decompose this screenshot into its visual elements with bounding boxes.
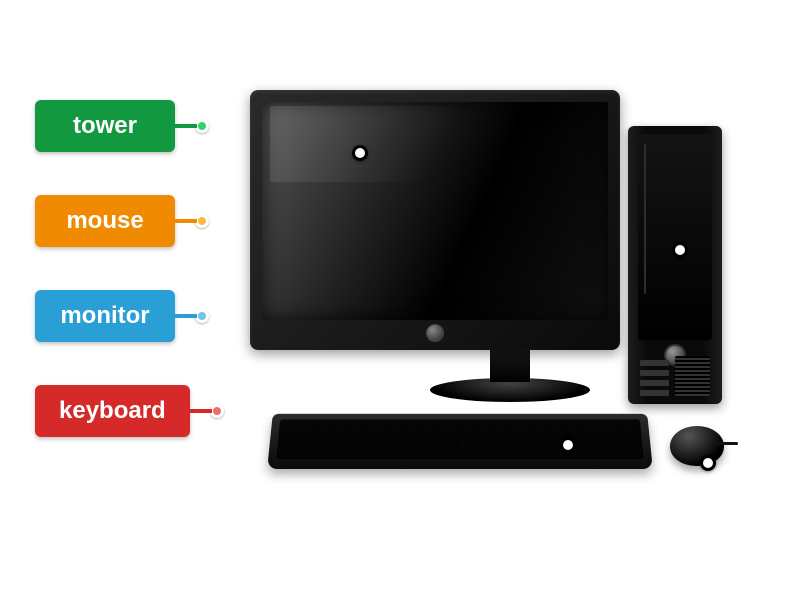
- label-tower[interactable]: tower: [35, 100, 209, 152]
- label-body: tower: [35, 100, 175, 152]
- label-mouse[interactable]: mouse: [35, 195, 209, 247]
- drop-pin-keyboard[interactable]: [560, 437, 576, 453]
- mouse-shape: [670, 426, 724, 466]
- computer-illustration: [250, 90, 770, 520]
- drop-pin-monitor[interactable]: [352, 145, 368, 161]
- tower-stripe-shape: [644, 144, 646, 294]
- drop-pin-mouse[interactable]: [700, 455, 716, 471]
- label-pin-icon: [195, 309, 209, 323]
- labeling-canvas: tower mouse monitor keyboard: [0, 0, 800, 600]
- label-body: mouse: [35, 195, 175, 247]
- tower-face-shape: [638, 134, 712, 340]
- label-connector: [175, 314, 197, 318]
- label-pin-icon: [210, 404, 224, 418]
- drop-pin-tower[interactable]: [672, 242, 688, 258]
- label-body: keyboard: [35, 385, 190, 437]
- label-body: monitor: [35, 290, 175, 342]
- label-keyboard[interactable]: keyboard: [35, 385, 224, 437]
- monitor-shape: [250, 90, 620, 350]
- monitor-screen-shape: [262, 102, 608, 320]
- monitor-neck-shape: [490, 348, 530, 382]
- label-connector: [190, 409, 212, 413]
- label-monitor[interactable]: monitor: [35, 290, 209, 342]
- tower-ports-shape: [640, 350, 710, 396]
- label-pin-icon: [195, 214, 209, 228]
- label-connector: [175, 219, 197, 223]
- label-pin-icon: [195, 119, 209, 133]
- tower-shape: [628, 126, 722, 404]
- keyboard-shape: [267, 414, 653, 469]
- label-connector: [175, 124, 197, 128]
- monitor-logo-icon: [426, 324, 444, 342]
